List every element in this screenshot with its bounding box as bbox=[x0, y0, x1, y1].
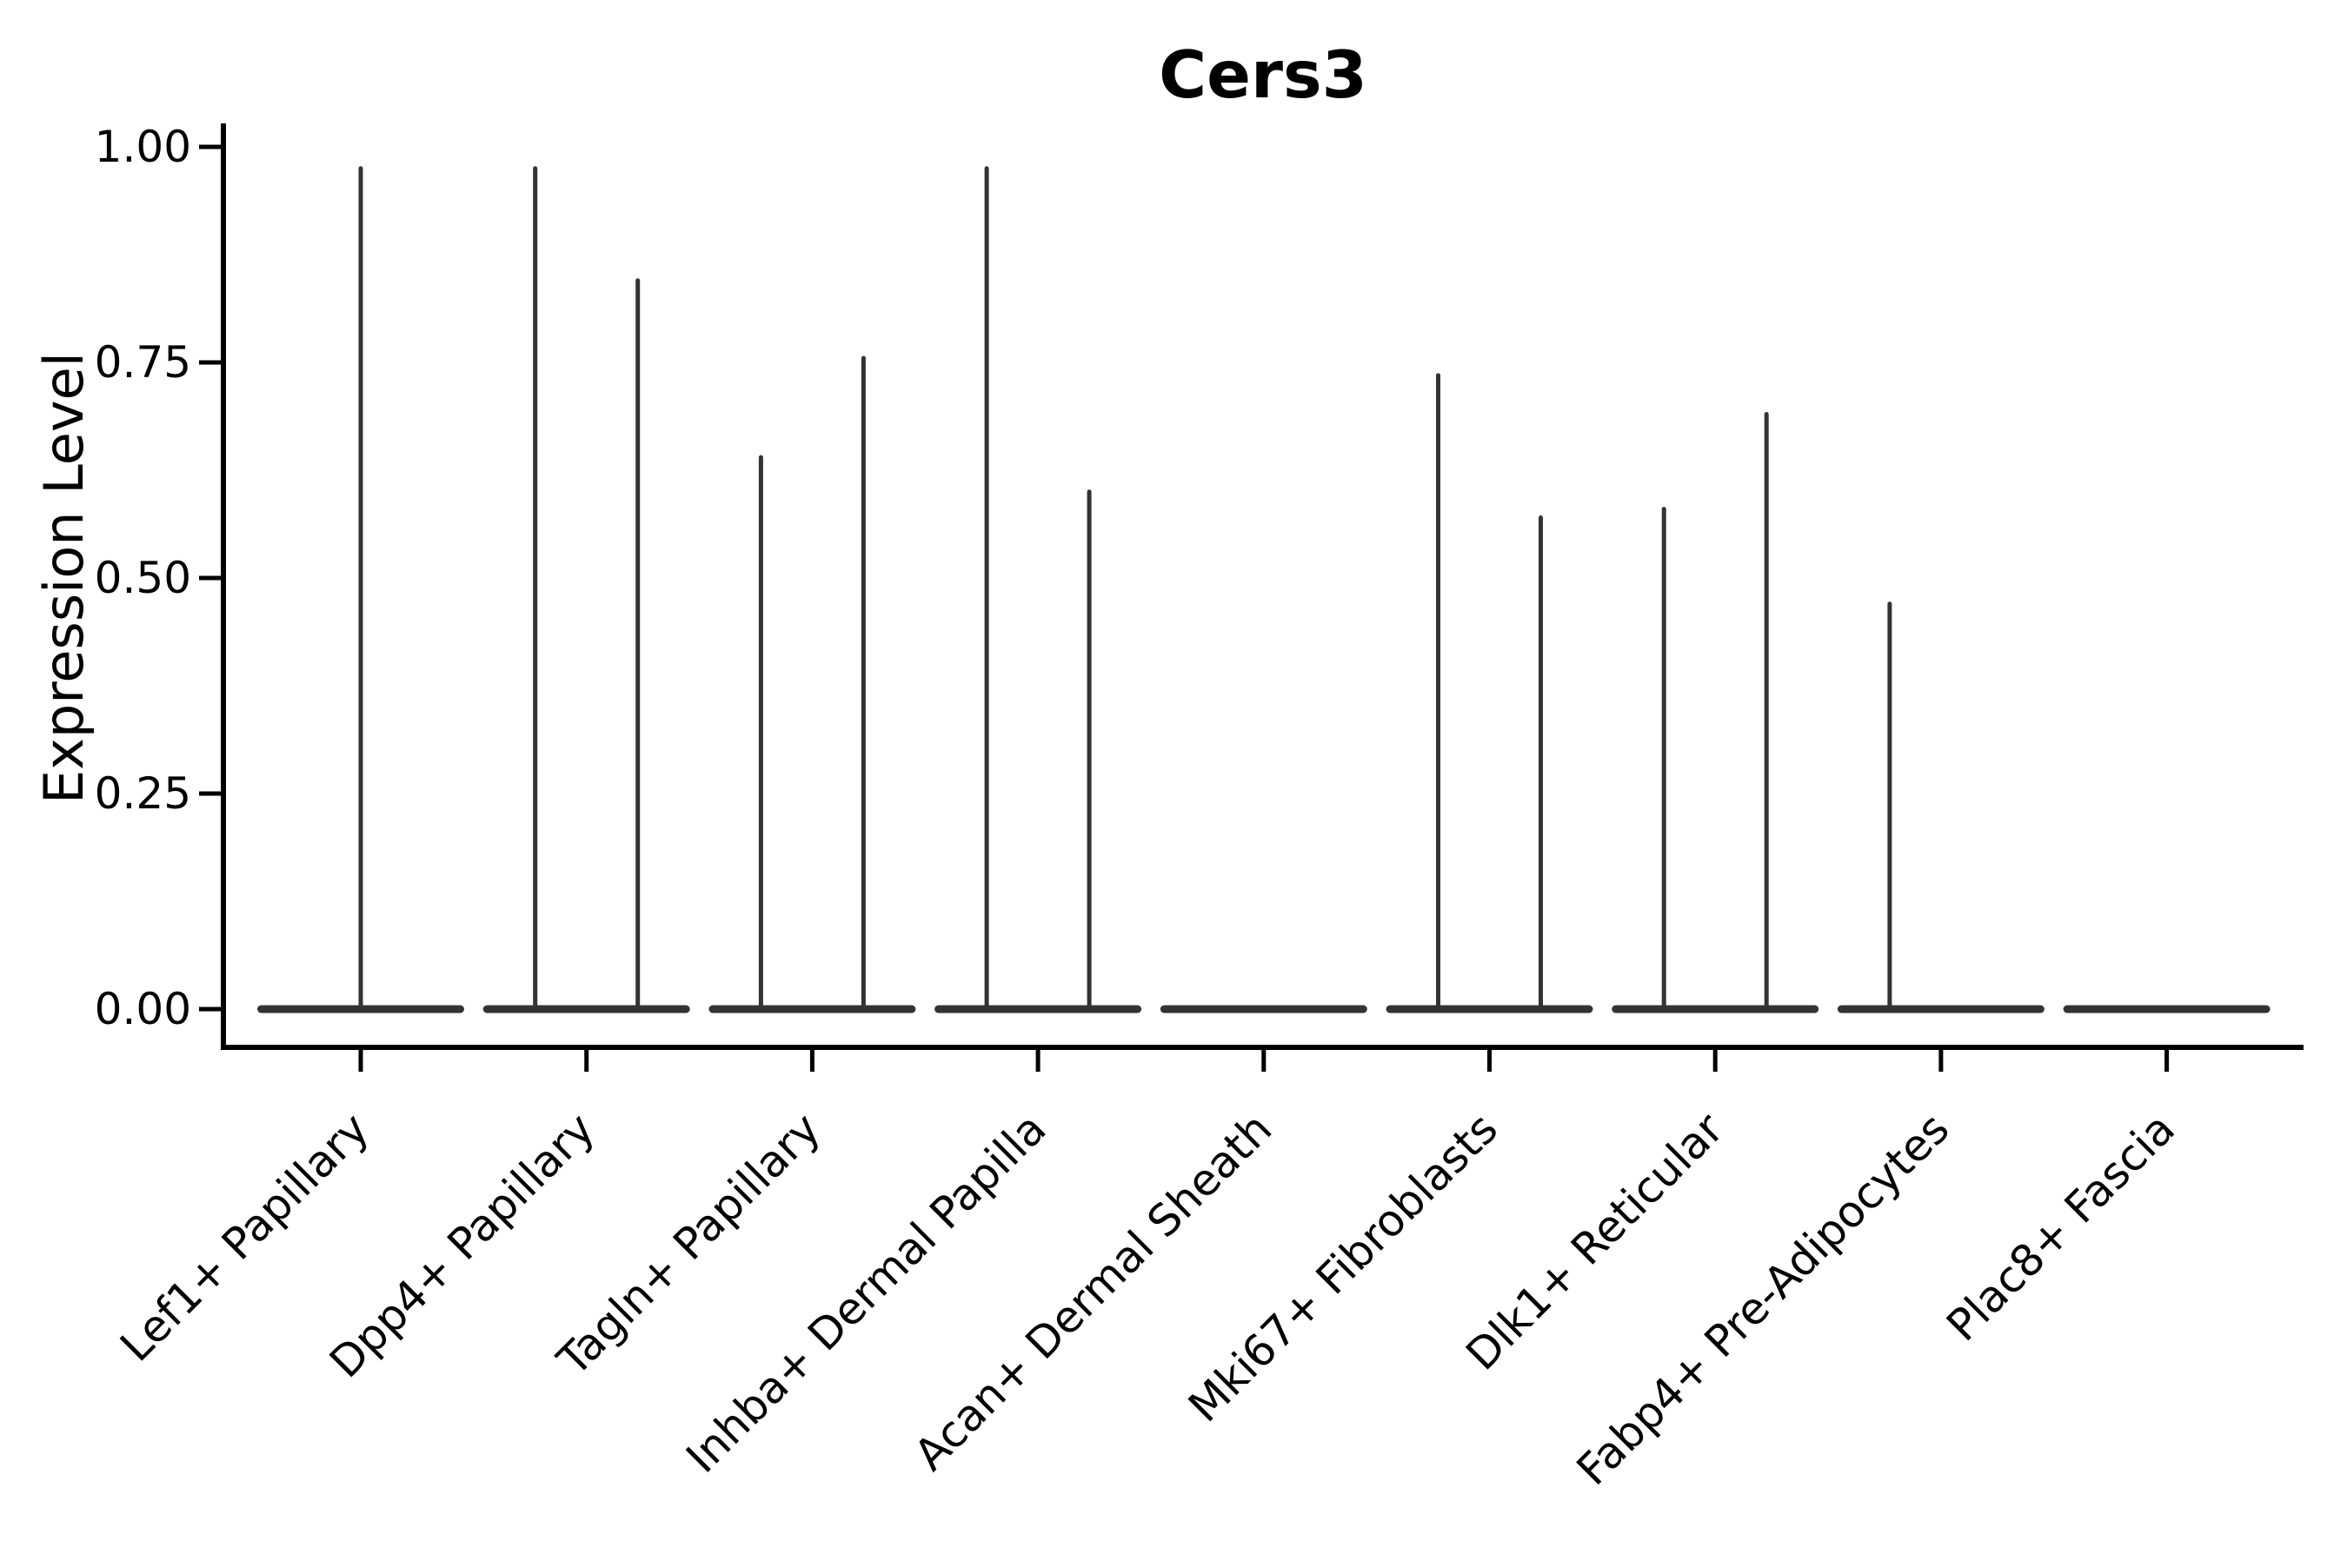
y-tick-label: 0.25 bbox=[95, 768, 191, 819]
violin-baseline bbox=[1612, 1005, 1819, 1013]
violin-baseline bbox=[1386, 1005, 1593, 1013]
y-axis-label: Expression Level bbox=[32, 352, 96, 804]
x-tick-label: Inhba+ Dermal Papilla bbox=[676, 1103, 1055, 1482]
y-tick-label: 1.00 bbox=[95, 122, 191, 172]
violin-1 bbox=[257, 166, 464, 1013]
violin-5 bbox=[1160, 1005, 1367, 1013]
violin-7 bbox=[1612, 412, 1819, 1013]
violin-4 bbox=[934, 166, 1142, 1013]
violin-2 bbox=[482, 166, 690, 1013]
violin-3 bbox=[708, 355, 916, 1013]
x-tick-label: Acan+ Dermal Sheath bbox=[905, 1103, 1282, 1480]
violin-baseline bbox=[1160, 1005, 1367, 1013]
violin-baseline bbox=[257, 1005, 464, 1013]
violin-6 bbox=[1386, 373, 1593, 1013]
y-tick-label: 0.50 bbox=[95, 553, 191, 603]
x-tick-label: Lef1+ Papillary bbox=[110, 1103, 378, 1371]
x-tick-label: Fabp4+ Pre-Adipocytes bbox=[1567, 1103, 1959, 1495]
violin-baseline bbox=[708, 1005, 916, 1013]
x-tick-label: Plac8+ Fascia bbox=[1937, 1103, 2184, 1351]
chart-title: Cers3 bbox=[1159, 37, 1367, 113]
violin-baseline bbox=[1837, 1005, 2044, 1013]
violin-8 bbox=[1837, 601, 2044, 1013]
violin-9 bbox=[2063, 1005, 2271, 1013]
y-tick-label: 0.75 bbox=[95, 337, 191, 388]
violin-baseline bbox=[482, 1005, 690, 1013]
violin-baseline bbox=[2063, 1005, 2271, 1013]
y-tick-label: 0.00 bbox=[95, 984, 191, 1034]
violin-baseline bbox=[934, 1005, 1142, 1013]
